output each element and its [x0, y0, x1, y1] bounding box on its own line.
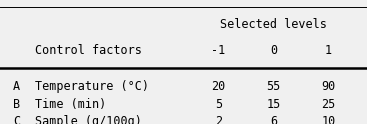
Text: 15: 15 [266, 98, 280, 111]
Text: 90: 90 [321, 80, 335, 93]
Text: 55: 55 [266, 80, 280, 93]
Text: 20: 20 [211, 80, 225, 93]
Text: 10: 10 [321, 115, 335, 124]
Text: A: A [13, 80, 20, 93]
Text: Time (min): Time (min) [35, 98, 106, 111]
Text: Temperature (°C): Temperature (°C) [35, 80, 149, 93]
Text: 6: 6 [270, 115, 277, 124]
Text: C: C [13, 115, 20, 124]
Text: -1: -1 [211, 44, 225, 57]
Text: 0: 0 [270, 44, 277, 57]
Text: 1: 1 [325, 44, 332, 57]
Text: Control factors: Control factors [35, 44, 142, 57]
Text: Sample (g/100g): Sample (g/100g) [35, 115, 142, 124]
Text: 2: 2 [215, 115, 222, 124]
Text: 5: 5 [215, 98, 222, 111]
Text: Selected levels: Selected levels [220, 18, 327, 31]
Text: 25: 25 [321, 98, 335, 111]
Text: B: B [13, 98, 20, 111]
